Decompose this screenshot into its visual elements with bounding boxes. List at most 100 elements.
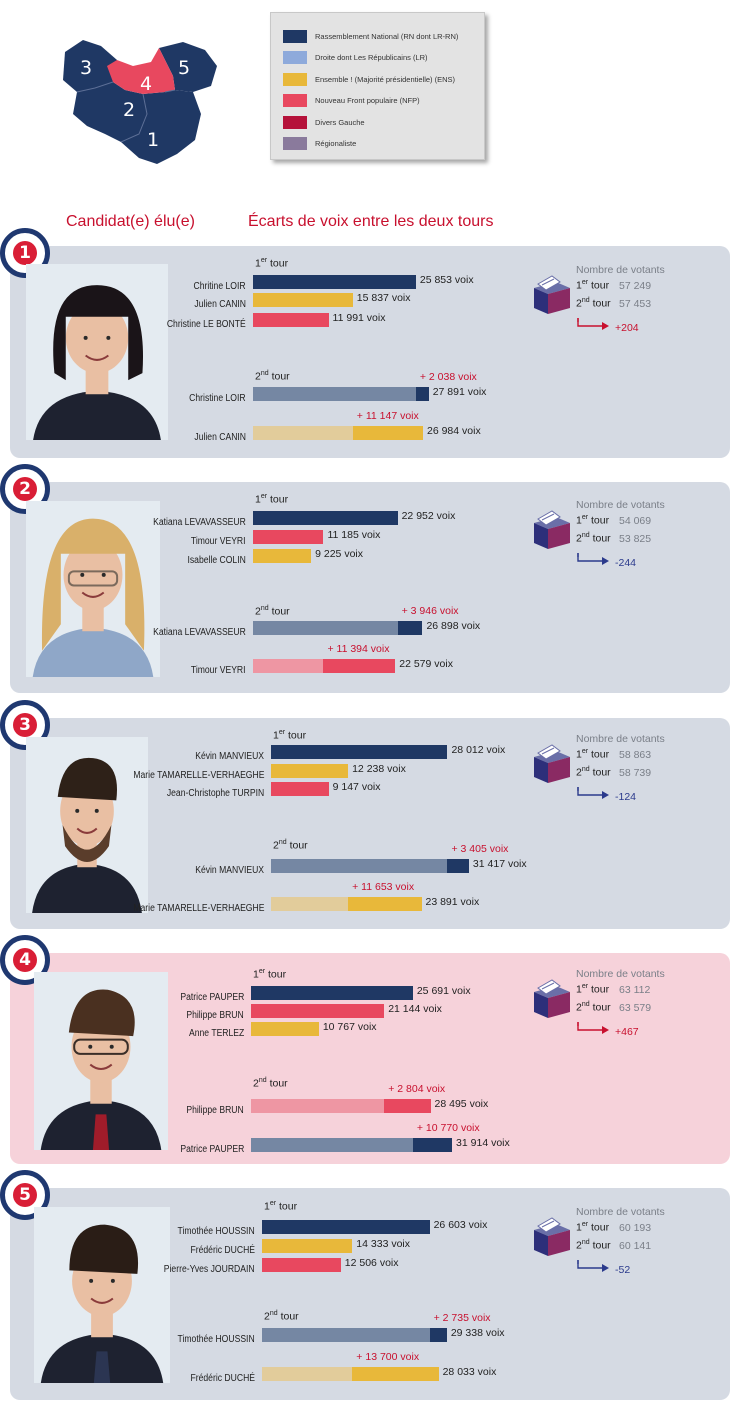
district-number: 2 <box>13 477 37 501</box>
tour-suffix: er <box>258 968 266 975</box>
candidate-name: Katiana LEVAVASSEUR <box>153 517 246 528</box>
tour1-bar <box>253 275 416 289</box>
map-district-2 <box>73 82 147 142</box>
gaps-header: Écarts de voix entre les deux tours <box>248 213 494 230</box>
vote-unit: voix <box>357 1021 377 1033</box>
tour-word: tour <box>591 1221 610 1234</box>
voters-tour1-label: 1er tour <box>576 748 609 761</box>
tour-suffix: er <box>581 279 589 286</box>
tour1-bar <box>251 1022 319 1036</box>
gain-unit: voix <box>426 1083 446 1095</box>
vote-number: 31 914 <box>456 1137 489 1149</box>
gain-number: 11 653 <box>361 881 393 893</box>
ballot-box-icon <box>530 509 574 556</box>
voters-title: Nombre de votants <box>576 1206 665 1218</box>
gain-unit: voix <box>370 643 390 655</box>
vote-number: 11 991 <box>332 312 364 324</box>
tour-number: 1 <box>576 748 582 761</box>
legend-swatch <box>283 51 307 64</box>
candidate-name: Isabelle COLIN <box>187 555 246 566</box>
vote-count: 11 185 voix <box>327 529 380 541</box>
ballot-box-icon <box>530 978 574 1025</box>
tour-number: 1 <box>576 279 582 292</box>
legend-item: Nouveau Front populaire (NFP) <box>283 94 420 108</box>
tour2-label: 2nd tour <box>273 839 308 852</box>
legend: Rassemblement National (RN dont LR-RN) Dr… <box>270 12 485 160</box>
tour-word: tour <box>289 839 308 852</box>
tour2-gain-bar <box>447 859 469 873</box>
vote-number: 28 012 <box>451 744 484 756</box>
vote-number: 28 033 <box>442 1366 475 1378</box>
vote-gain: + 2 804 voix <box>388 1083 445 1095</box>
gain-unit: voix <box>458 371 477 383</box>
voters-tour2-label: 2nd tour <box>576 1001 611 1014</box>
legend-label: Rassemblement National (RN dont LR-RN) <box>315 31 459 41</box>
tour-word: tour <box>592 532 611 545</box>
gain-number: 11 147 <box>365 410 398 422</box>
tour-suffix: nd <box>258 1077 267 1084</box>
vote-count: 25 691 voix <box>417 985 471 997</box>
vote-number: 11 185 <box>327 529 359 541</box>
vote-count: 12 506 voix <box>345 1257 399 1269</box>
map-label-2: 2 <box>123 99 135 121</box>
vote-count: 31 914 voix <box>456 1137 510 1149</box>
tour2-gain-bar <box>397 621 423 635</box>
vote-unit: voix <box>391 292 411 304</box>
map-label-3: 3 <box>80 57 92 79</box>
tour-number: 1 <box>255 493 261 506</box>
tour-suffix: er <box>278 729 286 736</box>
gain-unit: voix <box>471 1312 491 1324</box>
voters-difference: -52 <box>615 1264 631 1276</box>
tour-number: 1 <box>264 1200 270 1213</box>
voters-tour1-label: 1er tour <box>576 1221 609 1234</box>
tour1-bar <box>253 313 329 327</box>
tour-word: tour <box>269 1077 288 1090</box>
vote-number: 12 238 <box>352 763 385 775</box>
voters-difference: -244 <box>615 557 637 569</box>
vote-number: 22 952 <box>401 510 434 522</box>
vote-count: 22 579 voix <box>399 658 453 670</box>
voters-tour1: 58 863 <box>619 749 652 761</box>
vote-number: 21 144 <box>388 1003 421 1015</box>
ballot-box-icon <box>530 274 574 321</box>
legend-label: Droite dont Les Républicains (LR) <box>315 53 428 62</box>
candidate-name: Julien CANIN <box>194 432 246 443</box>
vote-number: 31 417 <box>472 858 506 870</box>
tour2-base-bar <box>251 1138 413 1152</box>
vote-unit: voix <box>361 781 381 793</box>
vote-count: 9 225 voix <box>315 548 363 560</box>
candidate-name: Pierre-Yves JOURDAIN <box>164 1264 255 1275</box>
tour1-bar <box>253 530 324 544</box>
tour-number: 1 <box>253 968 259 981</box>
tour2-base-bar <box>262 1367 353 1381</box>
tour-number: 2 <box>576 297 582 310</box>
tour1-label: 1er tour <box>255 493 288 506</box>
vote-count: 10 767 voix <box>323 1021 377 1033</box>
legend-item: Divers Gauche <box>283 115 365 129</box>
diff-arrow-icon <box>576 786 610 805</box>
diff-arrow-icon <box>576 1021 610 1040</box>
gain-unit: voix <box>460 1122 480 1134</box>
vote-gain: + 13 700 voix <box>356 1351 419 1363</box>
candidate-photo <box>26 501 160 677</box>
gain-number: 11 394 <box>336 643 368 655</box>
vote-number: 9 147 <box>332 781 359 793</box>
vote-count: 27 891 voix <box>433 386 487 398</box>
candidate-name: Christine LE BONTÉ <box>167 319 246 330</box>
vote-gain: + 11 394 voix <box>327 643 389 655</box>
tour2-gain-bar <box>352 426 423 440</box>
tour-number: 1 <box>576 1221 582 1234</box>
legend-swatch <box>283 137 307 150</box>
ballot-box-icon <box>530 1216 574 1263</box>
tour-number: 2 <box>576 532 582 545</box>
candidate-name: Anne TERLEZ <box>188 1028 244 1039</box>
vote-count: 26 984 voix <box>427 425 481 437</box>
tour-suffix: er <box>581 748 589 755</box>
tour-suffix: nd <box>269 1310 278 1317</box>
vote-count: 26 898 voix <box>426 620 480 632</box>
tour1-bar <box>262 1258 341 1272</box>
tour-word: tour <box>592 1239 611 1252</box>
voters-tour1-label: 1er tour <box>576 983 609 996</box>
map-district-1 <box>121 90 201 164</box>
vote-unit: voix <box>379 1257 399 1269</box>
